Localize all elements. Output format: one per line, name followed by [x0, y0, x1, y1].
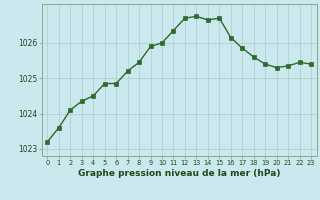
X-axis label: Graphe pression niveau de la mer (hPa): Graphe pression niveau de la mer (hPa) [78, 169, 280, 178]
